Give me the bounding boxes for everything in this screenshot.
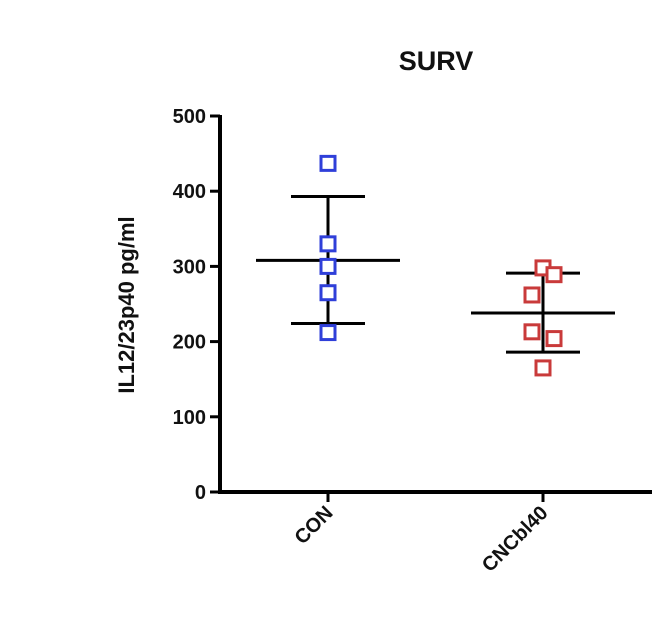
data-point bbox=[319, 235, 337, 253]
y-tick-label: 300 bbox=[173, 256, 206, 278]
data-point bbox=[319, 154, 337, 172]
data-point bbox=[534, 359, 552, 377]
data-point bbox=[545, 266, 563, 284]
y-tick-label: 200 bbox=[173, 332, 206, 354]
y-tick-label: 400 bbox=[173, 181, 206, 203]
data-point bbox=[319, 284, 337, 302]
y-axis-label: IL12/23p40 pg/ml bbox=[114, 216, 139, 393]
data-point bbox=[523, 323, 541, 341]
data-point bbox=[319, 257, 337, 275]
y-tick-label: 100 bbox=[173, 407, 206, 429]
x-tick-label: CON bbox=[291, 502, 338, 549]
x-tick-label: CNCbl40 bbox=[478, 502, 553, 577]
y-tick-label: 500 bbox=[173, 106, 206, 128]
data-point bbox=[545, 330, 563, 348]
data-point bbox=[523, 286, 541, 304]
chart-title: SURV bbox=[399, 46, 474, 76]
axes: 0 100 200 300 400 500 CON CNCbl40 bbox=[173, 106, 652, 576]
y-tick-label: 0 bbox=[195, 482, 206, 504]
data-point bbox=[319, 324, 337, 342]
data-marks bbox=[256, 154, 615, 377]
